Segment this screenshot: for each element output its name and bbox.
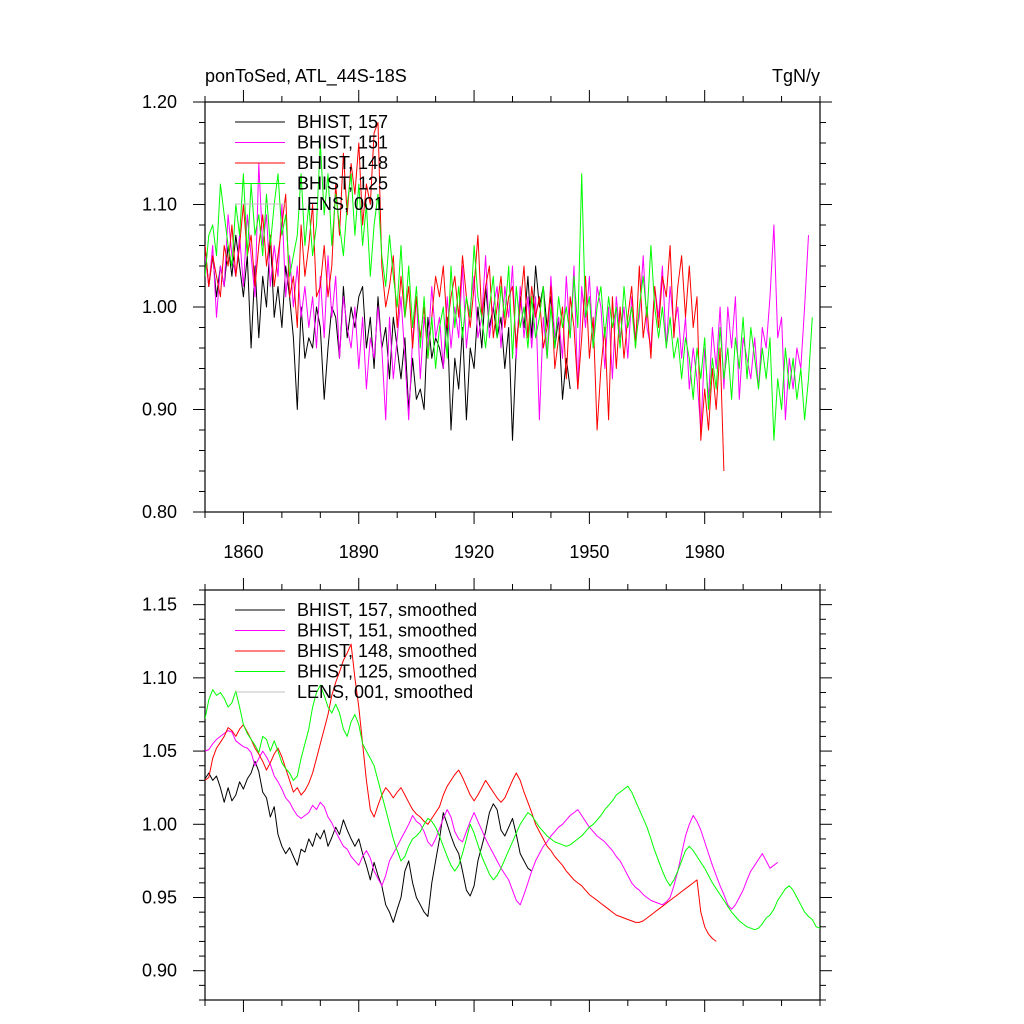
legend-label: BHIST, 125 bbox=[297, 174, 388, 194]
y-tick-label: 1.05 bbox=[142, 741, 177, 761]
x-tick-label: 1890 bbox=[339, 542, 379, 562]
legend-label: BHIST, 148, smoothed bbox=[297, 641, 477, 661]
x-tick-label: 1860 bbox=[223, 542, 263, 562]
x-tick-label: 1950 bbox=[569, 542, 609, 562]
y-tick-label: 0.80 bbox=[142, 502, 177, 522]
top-panel: 1860 1890 1920 1950 1980 0.80 0.90 1.00 1.10 1.20… bbox=[142, 90, 832, 562]
legend-label: BHIST, 157, smoothed bbox=[297, 600, 477, 620]
y-tick-label: 1.10 bbox=[142, 668, 177, 688]
series-line bbox=[205, 730, 779, 910]
x-tick-label: 1920 bbox=[454, 542, 494, 562]
legend-label: BHIST, 151, smoothed bbox=[297, 621, 477, 641]
legend-label: BHIST, 157 bbox=[297, 112, 388, 132]
series-line bbox=[205, 122, 725, 472]
series-line bbox=[205, 760, 533, 923]
units-label: TgN/y bbox=[772, 66, 820, 86]
y-tick-label: 0.95 bbox=[142, 888, 177, 908]
series-line bbox=[205, 142, 813, 441]
legend-label: BHIST, 148 bbox=[297, 153, 388, 173]
series-line bbox=[205, 643, 717, 942]
y-tick-label: 1.15 bbox=[142, 595, 177, 615]
y-tick-label: 1.00 bbox=[142, 814, 177, 834]
y-tick-label: 0.90 bbox=[142, 961, 177, 981]
series-lines bbox=[205, 122, 813, 472]
legend-label: BHIST, 151 bbox=[297, 133, 388, 153]
series-line bbox=[205, 234, 571, 441]
series-lines bbox=[205, 643, 820, 942]
bottom-panel: 0.90 0.95 1.00 1.05 1.10 1.15 BHIST, 157, smoo… bbox=[142, 578, 832, 1012]
y-tick-label: 0.90 bbox=[142, 400, 177, 420]
x-tick-label: 1980 bbox=[685, 542, 725, 562]
y-tick-label: 1.00 bbox=[142, 297, 177, 317]
series-line bbox=[205, 684, 820, 931]
y-tick-label: 1.10 bbox=[142, 195, 177, 215]
legend-label: LENS, 001 bbox=[297, 194, 384, 214]
y-tick-label: 1.20 bbox=[142, 92, 177, 112]
plot-title: ponToSed, ATL_44S-18S bbox=[205, 66, 407, 87]
legend-label: LENS, 001, smoothed bbox=[297, 682, 473, 702]
legend-label: BHIST, 125, smoothed bbox=[297, 662, 477, 682]
